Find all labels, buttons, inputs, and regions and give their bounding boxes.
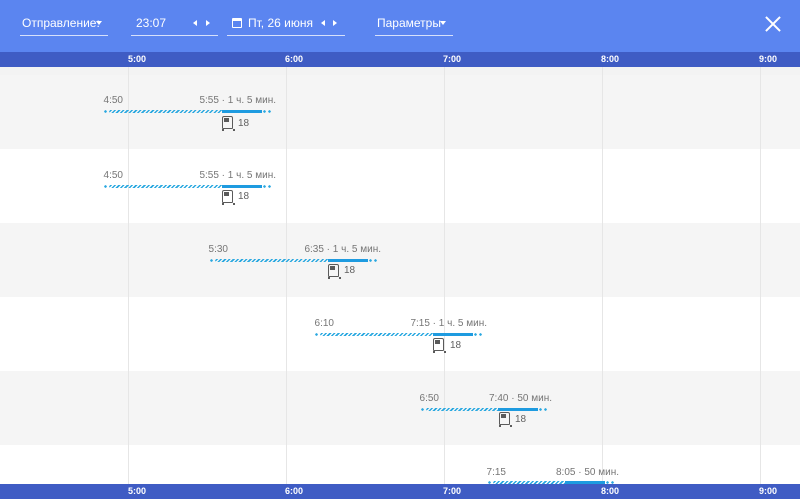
params-dropdown[interactable]: Параметры	[375, 12, 453, 36]
timeline-header-shade	[0, 67, 800, 75]
hour-label: 6:00	[284, 54, 303, 64]
bus-icon	[222, 116, 235, 131]
hour-gridline	[286, 67, 287, 484]
hour-label: 7:00	[442, 54, 461, 64]
bus-ride-segment	[433, 333, 473, 336]
params-label: Параметры	[377, 16, 441, 30]
route-number: 18	[344, 265, 356, 276]
chevron-down-icon	[440, 21, 446, 25]
walk-segment	[314, 333, 321, 336]
bus-ride-segment	[498, 408, 538, 411]
date-field[interactable]: Пт, 26 июня	[227, 12, 345, 36]
hour-gridline	[128, 67, 129, 484]
walk-segment	[538, 408, 549, 411]
route-number: 18	[238, 118, 250, 129]
bus-ride-segment	[328, 259, 368, 262]
walk-segment	[262, 110, 272, 113]
chevron-right-icon[interactable]	[330, 12, 340, 34]
close-icon[interactable]	[764, 15, 782, 33]
wait-segment	[216, 259, 328, 262]
departure-time: 6:10	[314, 318, 334, 329]
hour-axis-top: 5:00 6:00 7:00 8:00 9:00	[0, 52, 800, 67]
departure-time: 5:30	[208, 244, 228, 255]
route-number: 18	[450, 340, 462, 351]
wait-segment	[110, 185, 222, 188]
arrival-info: 5:55 · 1 ч. 5 мин.	[199, 95, 276, 106]
departure-label: Отправление:	[22, 16, 100, 30]
hour-label: 9:00	[758, 54, 777, 64]
walk-segment	[487, 481, 494, 484]
departure-time: 4:50	[103, 95, 123, 106]
hour-label: 5:00	[127, 486, 146, 496]
bus-icon	[222, 190, 235, 205]
toolbar: Отправление: 23:07 Пт, 26 июня Параметры	[0, 0, 800, 52]
hour-label: 8:00	[600, 486, 619, 496]
walk-segment	[605, 481, 616, 484]
bus-icon	[499, 412, 512, 427]
chevron-right-icon[interactable]	[203, 12, 213, 34]
bus-ride-segment	[565, 481, 605, 484]
departure-dropdown[interactable]: Отправление:	[20, 12, 108, 36]
arrival-info: 5:55 · 1 ч. 5 мин.	[199, 170, 276, 181]
arrival-info: 8:05 · 50 мин.	[555, 467, 619, 478]
hour-gridline	[760, 67, 761, 484]
calendar-icon[interactable]	[232, 18, 242, 28]
hour-label: 5:00	[127, 54, 146, 64]
hour-gridline	[444, 67, 445, 484]
wait-segment	[110, 110, 222, 113]
walk-segment	[103, 110, 110, 113]
walk-segment	[420, 408, 427, 411]
hour-label: 6:00	[284, 486, 303, 496]
bus-icon	[328, 264, 341, 279]
time-value: 23:07	[136, 16, 167, 30]
walk-segment	[209, 259, 216, 262]
wait-segment	[321, 333, 433, 336]
bus-icon	[433, 338, 446, 353]
walk-segment	[368, 259, 378, 262]
chevron-left-icon[interactable]	[318, 12, 328, 34]
trip-row[interactable]	[0, 223, 800, 297]
hour-gridline	[602, 67, 603, 484]
hour-label: 9:00	[758, 486, 777, 496]
bus-ride-segment	[222, 185, 262, 188]
timeline	[0, 75, 800, 484]
trip-row[interactable]	[0, 371, 800, 445]
walk-segment	[103, 185, 110, 188]
wait-segment	[494, 481, 565, 484]
date-value: Пт, 26 июня	[248, 16, 313, 30]
chevron-down-icon	[96, 21, 102, 25]
departure-time: 6:50	[419, 393, 439, 404]
bus-ride-segment	[222, 110, 262, 113]
walk-segment	[473, 333, 483, 336]
wait-segment	[427, 408, 498, 411]
hour-label: 7:00	[442, 486, 461, 496]
route-number: 18	[515, 414, 527, 425]
time-field[interactable]: 23:07	[131, 12, 218, 36]
trip-row[interactable]	[0, 445, 800, 484]
departure-time: 7:15	[486, 467, 506, 478]
route-number: 18	[238, 191, 250, 202]
arrival-info: 7:40 · 50 мин.	[488, 393, 552, 404]
arrival-info: 6:35 · 1 ч. 5 мин.	[304, 244, 381, 255]
hour-label: 8:00	[600, 54, 619, 64]
walk-segment	[262, 185, 272, 188]
arrival-info: 7:15 · 1 ч. 5 мин.	[410, 318, 487, 329]
hour-axis-bottom: 5:00 6:00 7:00 8:00 9:00	[0, 484, 800, 499]
departure-time: 4:50	[103, 170, 123, 181]
chevron-left-icon[interactable]	[190, 12, 200, 34]
